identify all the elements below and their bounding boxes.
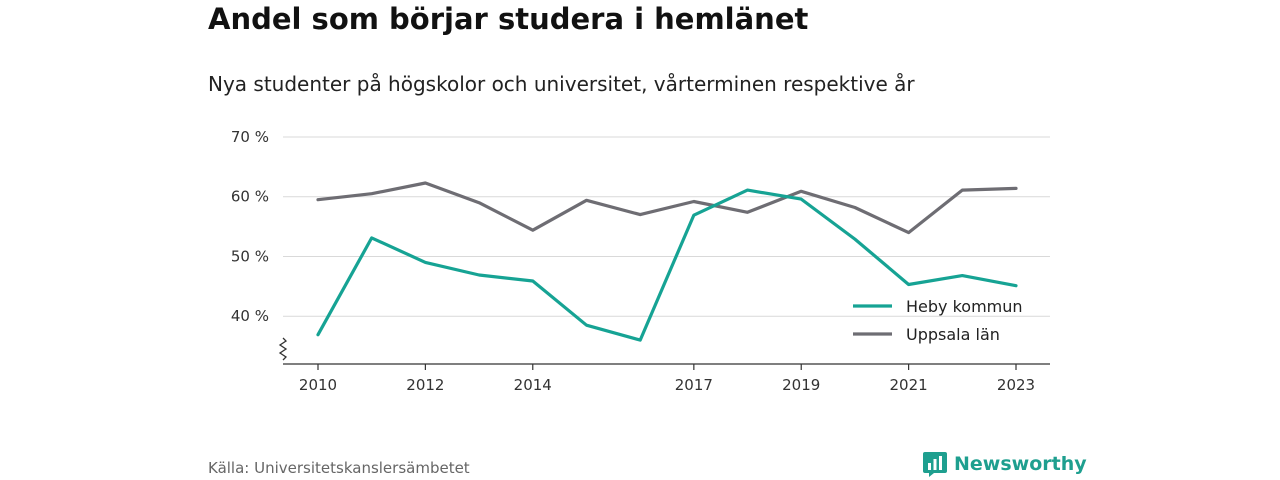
chart-subtitle: Nya studenter på högskolor och universit… (208, 72, 915, 96)
y-tick-label: 50 % (231, 247, 269, 265)
chart-title: Andel som börjar studera i hemlänet (208, 2, 809, 36)
x-tick-label: 2023 (997, 376, 1035, 394)
x-tick-label: 2019 (782, 376, 820, 394)
legend-label: Uppsala län (906, 325, 1000, 344)
bar-chart-speech-bubble-icon (923, 452, 947, 477)
axis-break-icon (278, 337, 288, 361)
y-tick-label: 70 % (231, 128, 269, 146)
source-note: Källa: Universitetskanslersämbetet (208, 459, 470, 477)
y-tick-label: 40 % (231, 307, 269, 325)
brand-name: Newsworthy (954, 453, 1087, 475)
x-tick-label: 2017 (675, 376, 713, 394)
series-line (316, 181, 1018, 235)
legend-label: Heby kommun (906, 297, 1023, 316)
x-tick-label: 2012 (406, 376, 444, 394)
y-tick-label: 60 % (231, 188, 269, 206)
series-line (316, 188, 1018, 342)
x-tick-label: 2014 (514, 376, 552, 394)
x-tick-label: 2021 (890, 376, 928, 394)
brand-logo: Newsworthy (922, 450, 1087, 478)
x-tick-label: 2010 (299, 376, 337, 394)
